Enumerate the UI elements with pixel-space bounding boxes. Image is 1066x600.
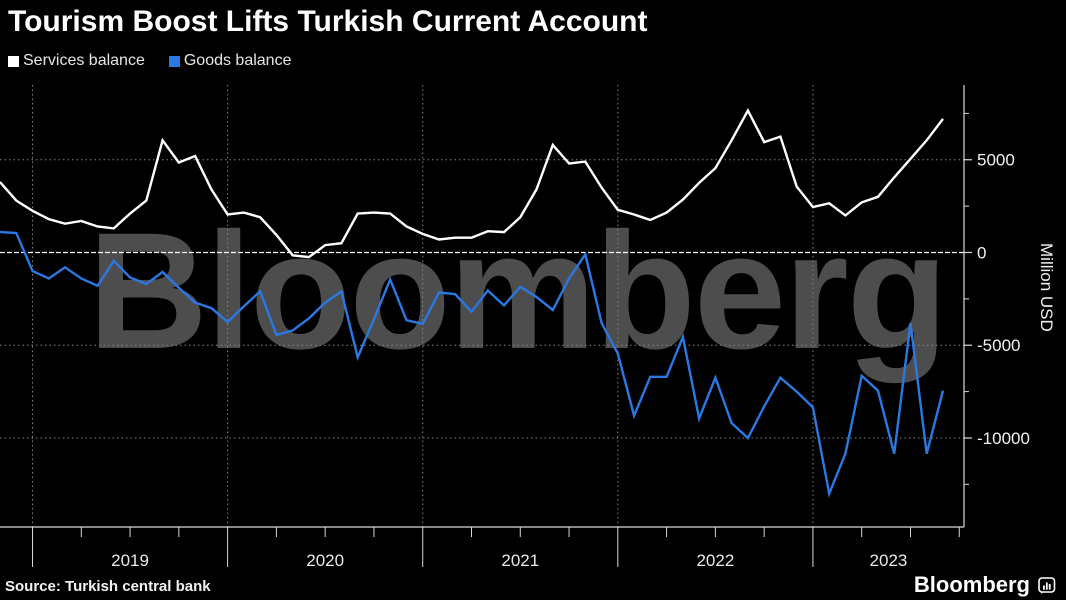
goods-line <box>0 230 945 498</box>
bar-chart-app-icon <box>1038 576 1056 594</box>
x-year-label: 2022 <box>696 551 734 570</box>
y-tick-label: 0 <box>977 243 986 262</box>
y-tick-label: -5000 <box>977 336 1020 355</box>
bloomberg-watermark: Bloomberg <box>88 199 948 384</box>
bloomberg-logo-text: Bloomberg <box>913 572 1030 597</box>
goods-swatch-icon <box>168 55 180 67</box>
x-year-label: 2023 <box>870 551 908 570</box>
x-year-label: 2021 <box>501 551 539 570</box>
bloomberg-logo: Bloomberg <box>914 572 1056 598</box>
x-year-label: 2020 <box>306 551 344 570</box>
legend-label-services: Services balance <box>23 52 145 69</box>
y-axis-title: Million USD <box>1037 243 1056 332</box>
source-note: Source: Turkish central bank <box>5 578 211 595</box>
legend-item-services: Services balance <box>8 52 145 70</box>
services-swatch-icon <box>8 55 19 67</box>
y-tick-label: -10000 <box>977 429 1030 448</box>
legend-label-goods: Goods balance <box>183 52 292 69</box>
services-line <box>0 108 944 259</box>
x-year-label: 2019 <box>111 551 149 570</box>
legend: Services balance Goods balance <box>8 52 291 70</box>
chart-title: Tourism Boost Lifts Turkish Current Acco… <box>8 5 648 38</box>
legend-item-goods: Goods balance <box>168 52 292 70</box>
y-tick-label: 5000 <box>977 151 1015 170</box>
